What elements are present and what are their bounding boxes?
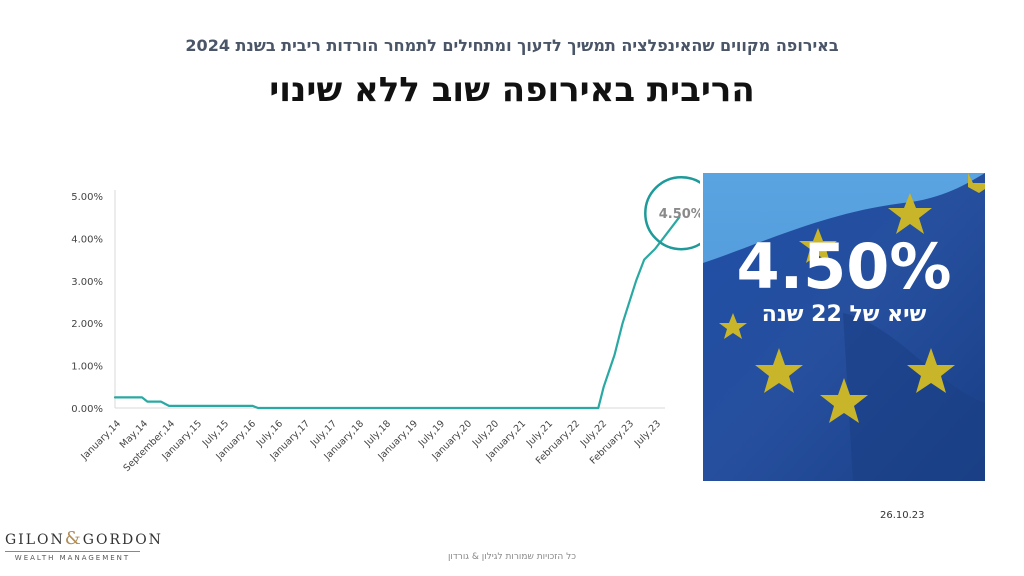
logo-subtitle: WEALTH MANAGEMENT [14,554,131,562]
flag-star [799,228,837,263]
interest-rate-chart: 5.00% 4.00% 3.00% 2.00% 1.00% 0.00% January,14… [71,175,700,474]
slide-title: הריבית באירופה שוב ללא שינוי [269,70,755,110]
company-logo: GILON&GORDON WEALTH MANAGEMENT [5,528,161,562]
y-tick-label: 4.00% [71,234,103,245]
flag-star [888,193,932,234]
series-line [113,216,681,410]
slide-date: 26.10.23 [880,510,925,521]
y-tick-label: 2.00% [71,319,103,330]
record-rate-value: 4.50% [736,230,952,303]
y-tick-label: 3.00% [71,277,103,288]
flag-overlay-text: 4.50% שיא של 22 שנה [703,232,985,328]
eu-flag-image [703,173,985,481]
flag-star [907,348,955,393]
flag-star [755,348,803,393]
flag-star [968,173,985,193]
logo-divider [5,551,140,552]
highlight-circle [644,175,700,251]
y-tick-label: 0.00% [71,404,103,415]
copyright-footer: כל הזכויות שמורות לגילון & גורדון [447,552,577,562]
slide-subtitle: באירופה מקווים שהאינפלציה תמשיך לדעוך ומ… [185,36,839,55]
logo-ampersand: & [64,528,83,549]
flag-star [820,378,868,423]
x-tick-label: January,14 [78,418,123,463]
logo-word-left: GILON [5,532,65,548]
logo-word-right: GORDON [82,532,163,548]
x-tick-label: July,23 [632,418,663,449]
flag-star [719,313,747,339]
record-caption: שיא של 22 שנה [761,302,927,327]
y-tick-label: 1.00% [71,362,103,373]
annotation-label: 4.50% [659,207,700,222]
y-tick-label: 5.00% [71,192,103,203]
